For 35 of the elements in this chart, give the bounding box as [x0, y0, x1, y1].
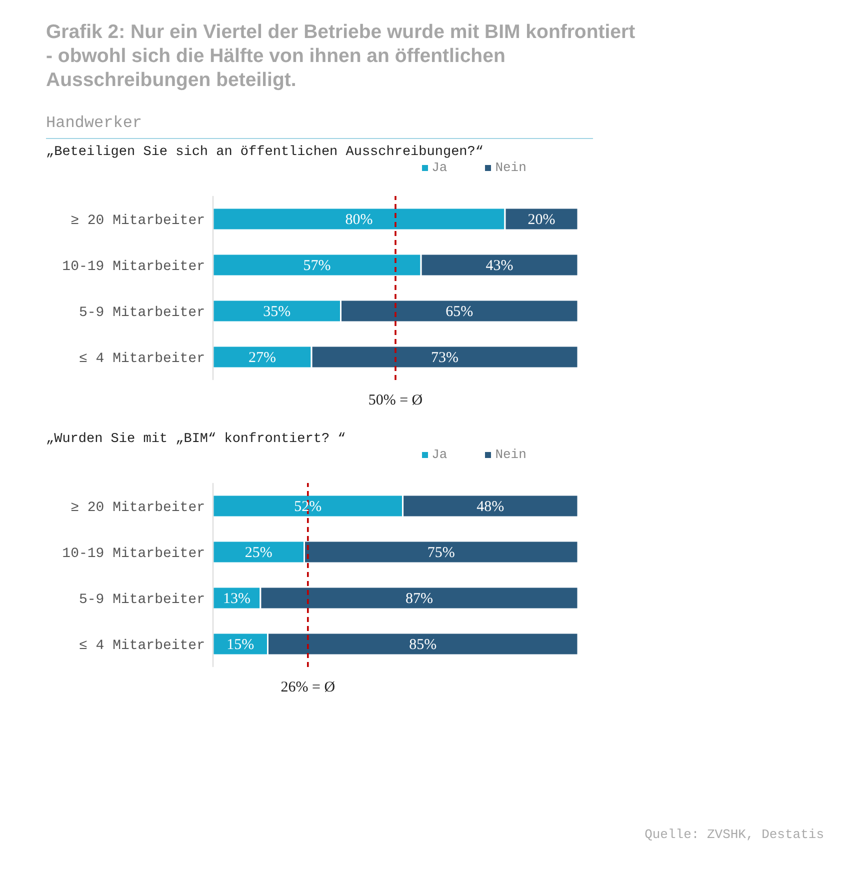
data-label: 27%: [248, 350, 276, 366]
data-label: 57%: [303, 258, 331, 274]
data-label: 48%: [476, 498, 504, 515]
legend-label: Ja: [432, 160, 448, 175]
y-tick-label: 5-9 Mitarbeiter: [78, 592, 205, 608]
data-label: 25%: [244, 544, 272, 561]
y-tick-label: ≤ 4 Mitarbeiter: [78, 638, 205, 654]
data-label: 87%: [405, 590, 433, 607]
chart-title: Grafik 2: Nur ein Viertel der Betriebe wurde mit BIM konfrontiert - obwohl sich die Hälfte von ihnen an öffentlichen Ausschreibungen beteiligt.: [46, 20, 636, 92]
data-label: 13%: [222, 590, 250, 607]
y-tick-label: 10-19 Mitarbeiter: [62, 546, 205, 562]
data-label: 73%: [431, 350, 459, 366]
data-label: 65%: [446, 304, 474, 320]
data-label: 35%: [263, 304, 291, 320]
y-tick-label: ≤ 4 Mitarbeiter: [78, 350, 205, 367]
y-tick-label: 5-9 Mitarbeiter: [78, 304, 205, 321]
data-label: 20%: [528, 212, 556, 228]
data-label: 80%: [345, 212, 373, 228]
data-label: 15%: [226, 636, 254, 653]
ref-line-label: 26% = Ø: [280, 680, 336, 696]
ref-line-label: 50% = Ø: [368, 392, 423, 409]
legend-label: Nein: [495, 447, 526, 462]
y-tick-label: ≥ 20 Mitarbeiter: [70, 500, 205, 516]
y-tick-label: 10-19 Mitarbeiter: [62, 258, 205, 275]
data-label: 85%: [409, 636, 437, 653]
data-label: 52%: [294, 498, 322, 515]
text: „Beteiligen Sie sich an öffentlichen Ausschreibungen?“: [46, 145, 484, 160]
legend-label: Ja: [432, 447, 448, 462]
data-label: 43%: [486, 258, 514, 274]
chart-subtitle: Handwerker: [46, 114, 593, 139]
legend-label: Nein: [495, 160, 526, 175]
chart-title: „Wurden Sie mit „BIM“ konfrontiert? “: [46, 432, 347, 447]
source-note: Quelle: ZVSHK, Destatis: [644, 827, 824, 842]
data-label: 75%: [427, 544, 455, 561]
y-tick-label: ≥ 20 Mitarbeiter: [70, 212, 205, 229]
